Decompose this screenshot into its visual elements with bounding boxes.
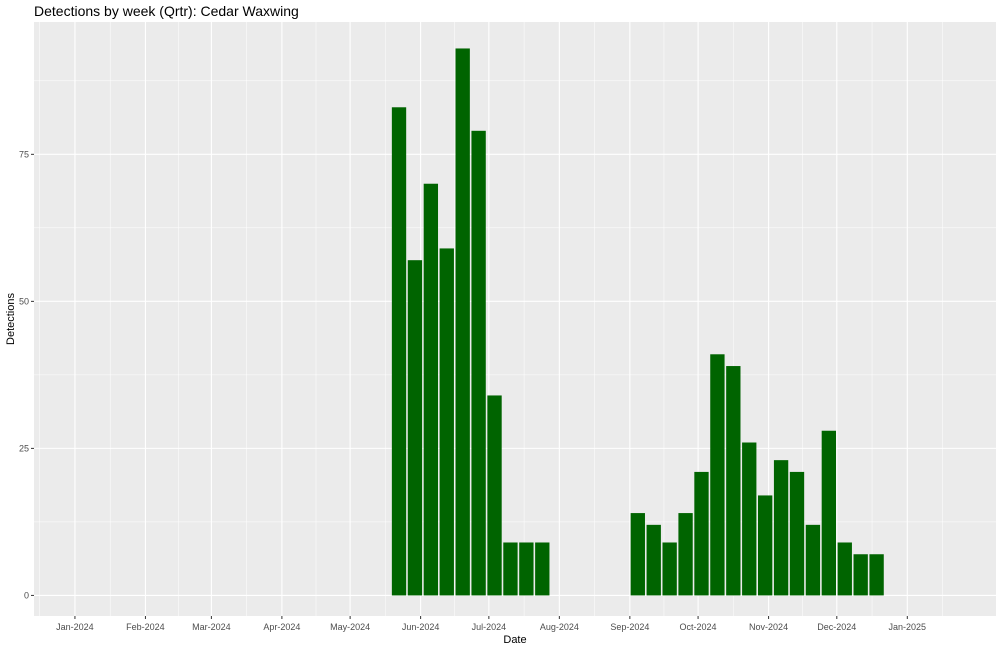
bar-2024-11-17 xyxy=(805,524,821,596)
bar-2024-10-27 xyxy=(758,495,773,596)
y-tick-label: 50 xyxy=(19,296,29,306)
x-tick-label: Dec-2024 xyxy=(817,622,856,632)
x-tick-label: Aug-2024 xyxy=(540,622,579,632)
bar-2024-06-02 xyxy=(423,183,439,596)
x-tick-label: Jun-2024 xyxy=(402,622,440,632)
bar-2024-10-13 xyxy=(726,366,741,596)
x-tick-label: May-2024 xyxy=(330,622,370,632)
bar-2024-09-15 xyxy=(662,542,677,596)
bar-2024-11-03 xyxy=(773,460,789,596)
x-tick-label: Apr-2024 xyxy=(263,622,300,632)
bar-2024-11-24 xyxy=(821,430,837,596)
x-tick-label: Jan-2024 xyxy=(56,622,94,632)
bar-2024-12-01 xyxy=(837,542,852,596)
bar-2024-09-29 xyxy=(694,471,709,596)
bar-2024-07-07 xyxy=(503,542,518,596)
bar-2024-11-10 xyxy=(789,471,805,596)
bar-2024-09-01 xyxy=(630,513,645,596)
grid-minor xyxy=(34,22,996,616)
x-tick-label: Jul-2024 xyxy=(472,622,507,632)
y-tick-label: 25 xyxy=(19,443,29,453)
y-tick-label: 0 xyxy=(24,590,29,600)
x-tick-label: Feb-2024 xyxy=(126,622,165,632)
bars xyxy=(391,48,884,596)
x-axis-ticks: Jan-2024 Feb-2024 Mar-2024 Apr-2024 May-2024… xyxy=(56,616,926,632)
x-tick-label: Nov-2024 xyxy=(749,622,788,632)
x-axis-title: Date xyxy=(503,634,526,646)
bar-2024-10-20 xyxy=(742,442,757,596)
y-tick-label: 75 xyxy=(19,149,29,159)
bar-2024-05-26 xyxy=(407,260,423,596)
x-tick-label: Oct-2024 xyxy=(680,622,717,632)
bar-2024-06-30 xyxy=(487,395,502,596)
bar-2024-07-14 xyxy=(519,542,534,596)
x-tick-label: Mar-2024 xyxy=(192,622,231,632)
bar-2024-12-08 xyxy=(853,554,868,596)
bar-2024-09-22 xyxy=(678,513,693,596)
x-tick-label: Jan-2025 xyxy=(889,622,927,632)
y-axis-title: Detections xyxy=(5,293,17,345)
bar-2024-06-16 xyxy=(455,48,470,596)
bar-2024-07-21 xyxy=(535,542,550,596)
bar-2024-10-06 xyxy=(710,354,725,596)
x-tick-label: Sep-2024 xyxy=(610,622,649,632)
bar-2024-05-19 xyxy=(391,107,407,596)
bar-2024-06-09 xyxy=(439,248,454,596)
bar-2024-09-08 xyxy=(646,524,661,596)
y-axis-ticks: 0 25 50 75 xyxy=(19,149,34,600)
bar-2024-12-15 xyxy=(869,554,884,596)
chart-title: Detections by week (Qrtr): Cedar Waxwing xyxy=(34,3,299,19)
bar-2024-06-23 xyxy=(471,130,486,596)
